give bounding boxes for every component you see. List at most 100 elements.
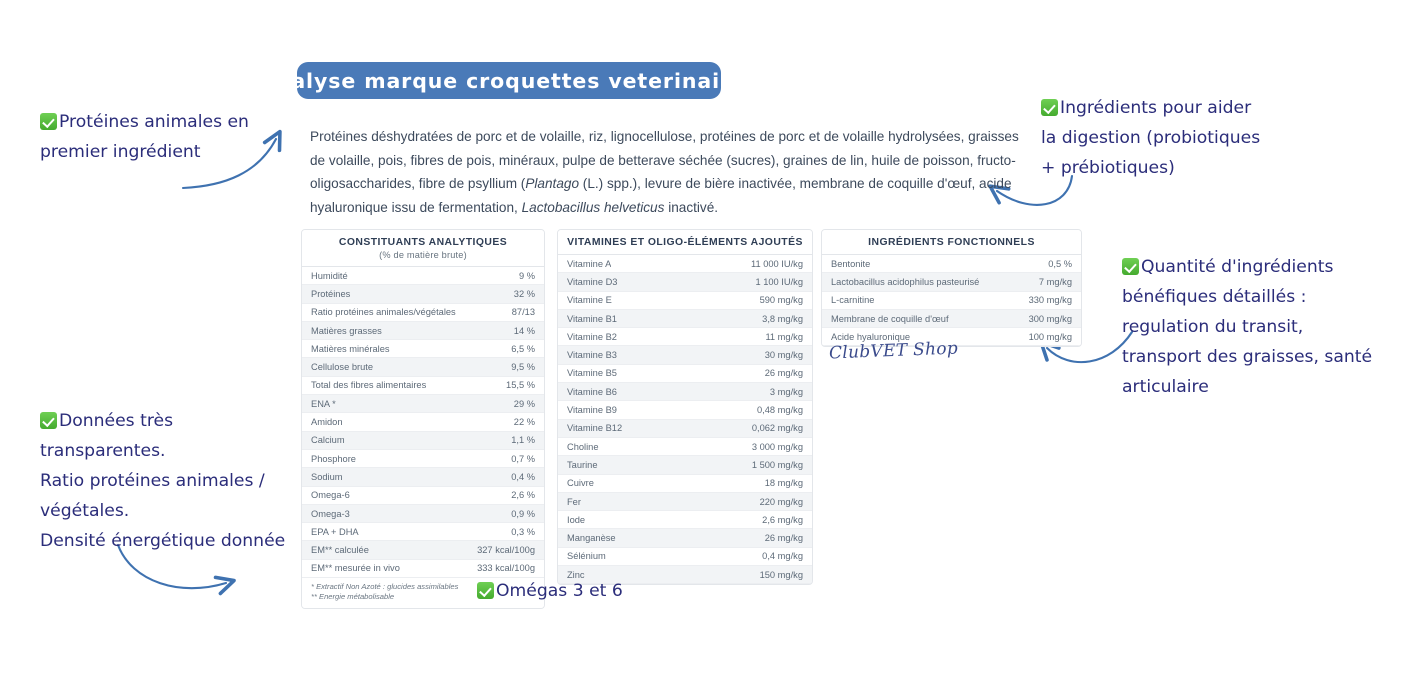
row-value: 7 mg/kg <box>1038 276 1072 287</box>
row-label: Humidité <box>311 270 348 281</box>
table-row: Zinc 150 mg/kg <box>558 566 812 585</box>
table-row: Lactobacillus acidophilus pasteurisé 7 mg… <box>822 273 1081 292</box>
row-value: 32 % <box>513 288 535 299</box>
table-header: INGRÉDIENTS FONCTIONNELS <box>822 230 1081 255</box>
table-title: CONSTITUANTS ANALYTIQUES <box>338 237 508 248</box>
table-subtitle: (% de matière brute) <box>379 250 467 260</box>
row-label: Vitamine B6 <box>567 386 617 397</box>
table-row: Omega-3 0,9 % <box>302 504 544 524</box>
table-row: Total des fibres alimentaires 15,5 % <box>302 376 544 396</box>
row-label: Cuivre <box>567 478 594 489</box>
table-body: Vitamine A 11 000 IU/kg Vitamine D3 1 100 … <box>558 255 812 585</box>
row-value: 9,5 % <box>511 362 535 373</box>
row-label: Omega-6 <box>311 490 350 501</box>
row-value: 1 100 IU/kg <box>755 276 803 287</box>
row-label: Vitamine B3 <box>567 350 617 361</box>
table-row: Vitamine B1 3,8 mg/kg <box>558 309 812 329</box>
table-row: Manganèse 26 mg/kg <box>558 529 812 548</box>
row-value: 0,4 mg/kg <box>762 551 803 562</box>
row-label: Iode <box>567 514 586 525</box>
row-label: Taurine <box>567 459 598 470</box>
table-header: VITAMINES ET OLIGO-ÉLÉMENTS AJOUTÉS <box>558 230 812 255</box>
row-label: Omega-3 <box>311 508 350 519</box>
annotation-line: Protéines animales en <box>59 112 249 132</box>
row-label: Total des fibres alimentaires <box>311 380 427 391</box>
table-footnotes: * Extractif Non Azoté : glucides assimil… <box>302 578 544 609</box>
row-value: 2,6 mg/kg <box>762 514 803 525</box>
row-value: 300 mg/kg <box>1028 313 1072 324</box>
table-ingredients-fonctionnels: INGRÉDIENTS FONCTIONNELS Bentonite 0,5 % … <box>821 229 1082 348</box>
table-row: Cellulose brute 9,5 % <box>302 358 544 377</box>
row-label: Lactobacillus acidophilus pasteurisé <box>831 276 980 287</box>
table-row: Acide hyaluronique 100 mg/kg <box>822 328 1081 347</box>
annotation-donnees-transparentes: Données très transparentes. Ratio protéi… <box>40 406 320 556</box>
table-row: Vitamine B5 26 mg/kg <box>558 364 812 384</box>
annotation-proteines-animales: Protéines animales en premier ingrédient <box>40 107 310 167</box>
table-row: Choline 3 000 mg/kg <box>558 437 812 457</box>
row-label: Phosphore <box>311 453 356 464</box>
annotation-line: Densité énergétique donnée <box>40 531 286 551</box>
table-row: Vitamine B12 0,062 mg/kg <box>558 419 812 438</box>
table-row: Humidité 9 % <box>302 267 544 286</box>
row-label: Matières minérales <box>311 343 390 354</box>
table-row: Vitamine A 11 000 IU/kg <box>558 255 812 274</box>
table-row: Ratio protéines animales/végétales 87/13 <box>302 303 544 322</box>
row-value: 26 mg/kg <box>764 368 803 379</box>
ingredients-italic-plantago: Plantago <box>525 176 580 191</box>
table-body: Bentonite 0,5 % Lactobacillus acidophilus… <box>822 255 1081 347</box>
row-value: 327 kcal/100g <box>477 545 535 556</box>
table-row: Calcium 1,1 % <box>302 431 544 450</box>
table-row: EM** calculée 327 kcal/100g <box>302 541 544 560</box>
annotation-line: la digestion (probiotiques <box>1041 128 1261 148</box>
row-value: 14 % <box>513 325 535 336</box>
row-value: 1,1 % <box>511 435 535 446</box>
annotation-line: Ingrédients pour aider <box>1060 98 1252 118</box>
row-value: 1 500 mg/kg <box>751 459 803 470</box>
page-title-pill: Analyse marque croquettes veterinaires <box>259 62 758 99</box>
table-row: Phosphore 0,7 % <box>302 449 544 469</box>
row-value: 2,6 % <box>511 490 535 501</box>
check-mark-icon <box>1041 99 1058 116</box>
table-row: Matières grasses 14 % <box>302 321 544 341</box>
row-value: 0,3 % <box>511 526 535 537</box>
row-value: 30 mg/kg <box>764 350 803 361</box>
row-value: 22 % <box>513 417 535 428</box>
annotation-digestion: Ingrédients pour aider la digestion (pro… <box>1041 93 1341 183</box>
row-label: Cellulose brute <box>311 362 374 373</box>
table-row: Matières minérales 6,5 % <box>302 340 544 359</box>
annotation-line: Ratio protéines animales / <box>40 471 265 491</box>
row-value: 3 mg/kg <box>769 386 803 397</box>
row-label: Sélénium <box>567 551 606 562</box>
table-row: Taurine 1 500 mg/kg <box>558 456 812 475</box>
row-label: Vitamine B5 <box>567 368 617 379</box>
annotation-line: premier ingrédient <box>40 142 201 162</box>
row-label: EPA + DHA <box>311 526 359 537</box>
row-value: 0,4 % <box>511 471 535 482</box>
row-label: Protéines <box>311 288 351 299</box>
row-label: Matières grasses <box>311 325 382 336</box>
table-row: EPA + DHA 0,3 % <box>302 523 544 542</box>
brand-signature: ClubVET Shop <box>828 338 959 364</box>
row-label: Vitamine D3 <box>567 276 618 287</box>
ingredients-text-part3: inactivé. <box>664 199 719 215</box>
row-label: L-carnitine <box>831 295 875 306</box>
annotation-line: Omégas 3 et 6 <box>496 581 623 601</box>
row-label: Bentonite <box>831 258 871 269</box>
row-value: 11 000 IU/kg <box>750 258 803 269</box>
table-row: L-carnitine 330 mg/kg <box>822 291 1081 310</box>
row-label: Vitamine B2 <box>567 331 617 342</box>
annotation-omegas: Omégas 3 et 6 <box>477 578 717 604</box>
row-label: Membrane de coquille d'œuf <box>831 313 949 324</box>
row-label: Manganèse <box>567 533 616 544</box>
row-label: Vitamine E <box>567 295 612 306</box>
row-label: Vitamine B9 <box>567 405 617 416</box>
row-value: 9 % <box>518 270 535 281</box>
row-label: Vitamine A <box>567 258 612 269</box>
table-row: Vitamine B6 3 mg/kg <box>558 383 812 402</box>
table-row: Protéines 32 % <box>302 285 544 304</box>
row-label: EM** calculée <box>311 545 369 556</box>
row-label: Calcium <box>311 435 345 446</box>
table-row: ENA * 29 % <box>302 395 544 414</box>
row-value: 3,8 mg/kg <box>762 313 803 324</box>
